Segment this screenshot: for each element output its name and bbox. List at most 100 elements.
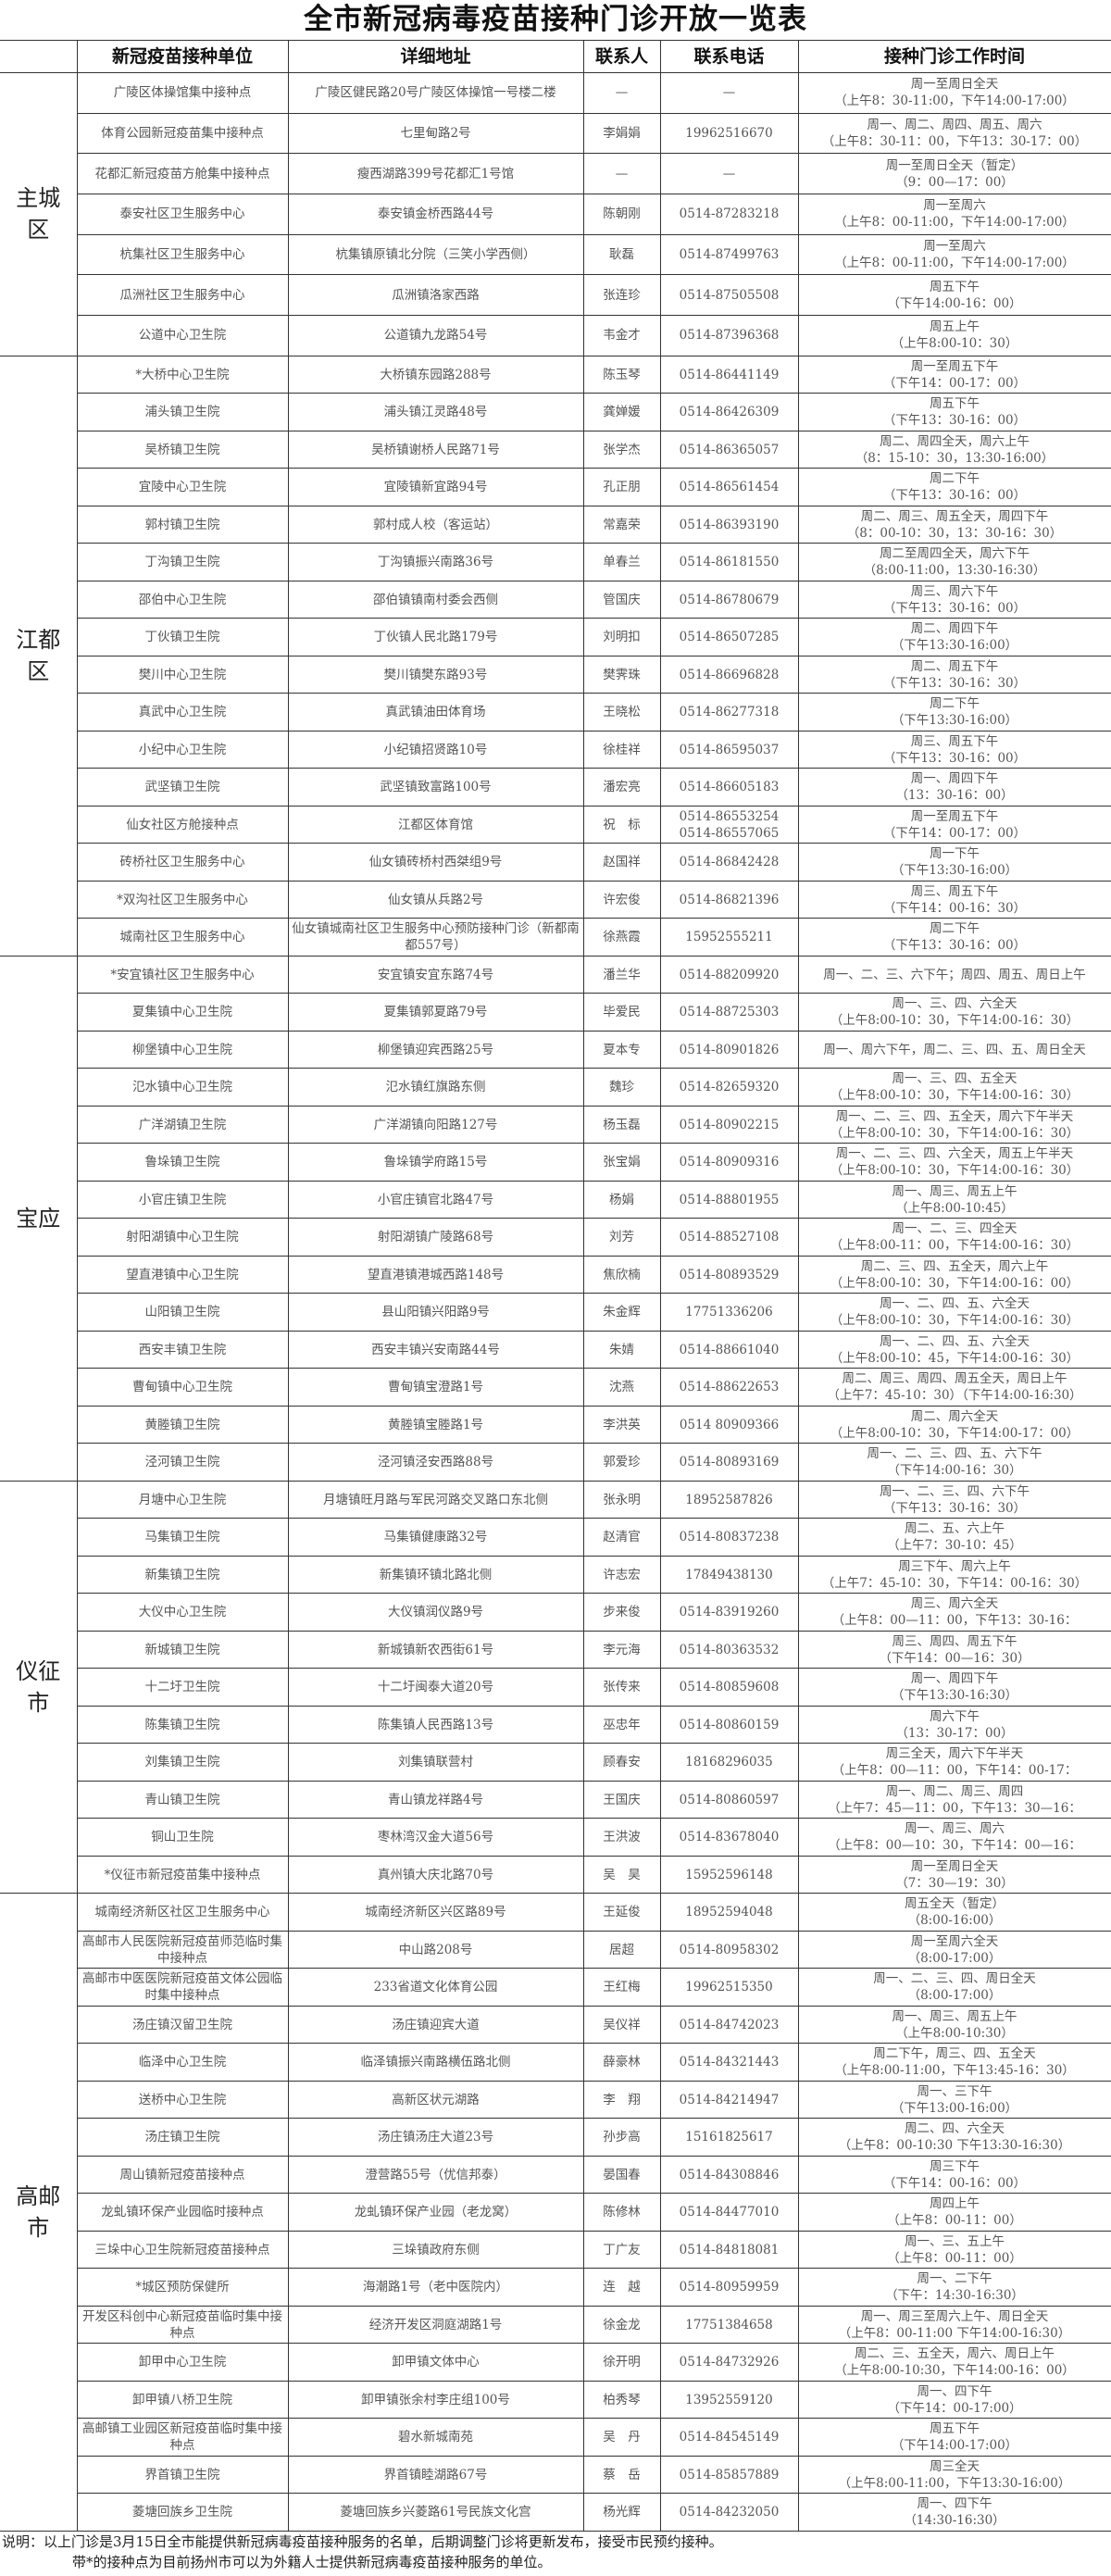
- unit-name: 界首镇卫生院: [144, 2467, 220, 2482]
- unit-name-cell: 夏集镇中心卫生院: [76, 993, 289, 1032]
- address-cell: 江都区体育馆: [287, 805, 584, 844]
- unit-name-cell: 武坚镇卫生院: [76, 768, 289, 807]
- table-row: 山阳镇卫生院 县山阳镇兴阳路9号 朱金辉 17751336206 周一、二、四、五、六全…: [0, 1293, 1111, 1332]
- schedule-cell: 周五下午 （下午13：30-16：00）: [797, 393, 1111, 431]
- phone-cell: 0514-87499763: [659, 233, 799, 276]
- contact-cell: 陈修林: [582, 2193, 661, 2232]
- contact-cell: 张学杰: [582, 430, 661, 469]
- schedule-cell: 周一、周二、周四、周五、周六 （上午8：30-11：00，下午13：30-17：0…: [797, 112, 1111, 155]
- contact-cell: 单春兰: [582, 543, 661, 581]
- phone-cell: 0514-86181550: [659, 543, 799, 581]
- unit-name: 花都汇新冠疫苗方舱集中接种点: [94, 166, 270, 181]
- address: 江都区体育馆: [398, 817, 473, 832]
- phone-number: 0514-80860597: [679, 1792, 780, 1807]
- address-cell: 十二圩闽泰大道20号: [287, 1668, 584, 1707]
- contact-cell: 徐燕霞: [582, 918, 661, 957]
- contact-cell: 赵国祥: [582, 843, 661, 882]
- table-row: 泰安社区卫生服务中心 泰安镇金桥西路44号 陈朝刚 0514-87283218 周一至周…: [0, 194, 1111, 235]
- phone-cell: 18168296035: [659, 1743, 799, 1782]
- schedule-line: 周三、周四、周五下午: [892, 1633, 1017, 1649]
- contact-person: 许志宏: [603, 1567, 641, 1582]
- contact-cell: 朱金辉: [582, 1293, 661, 1332]
- contact-person: 吴 昊: [603, 1867, 641, 1882]
- phone-number: 0514-80859608: [679, 1680, 780, 1695]
- address: 汤庄镇汤庄大道23号: [377, 2130, 494, 2145]
- unit-name-cell: 送桥中心卫生院: [76, 2080, 289, 2120]
- schedule-line: （8：15-10：30，13:30-16:00）: [855, 450, 1055, 466]
- table-row: 送桥中心卫生院 高新区状元湖路 李 翔 0514-84214947 周一、三下午 （下午1…: [0, 2080, 1111, 2120]
- schedule-line: （7：30—19：30）: [895, 1875, 1014, 1891]
- address: 青山镇龙祥路4号: [387, 1792, 484, 1807]
- schedule-cell: 周二下午 （下午13：30-16：00）: [797, 918, 1111, 957]
- schedule-cell: 周一、二、三、四、周日全天 （8:00-17:00）: [797, 1968, 1111, 2007]
- schedule-cell: 周二、五、六上午 （上午7：30-10：45）: [797, 1518, 1111, 1557]
- schedule-line: （14:30-16:30）: [904, 2513, 1005, 2529]
- unit-name: 望直港镇中心卫生院: [126, 1267, 239, 1282]
- phone-cell: 19962516670: [659, 112, 799, 155]
- address: 卸甲镇张余村李庄组100号: [361, 2392, 510, 2407]
- schedule-line: 周一、三、四、五全天: [892, 1071, 1017, 1087]
- phone-number: 17751336206: [685, 1305, 773, 1320]
- address: 仙女镇砖桥村西桀组9号: [368, 855, 503, 870]
- unit-name-cell: 体育公园新冠疫苗集中接种点: [76, 112, 289, 155]
- schedule-line: （上午8:00-10:30）: [895, 2025, 1014, 2041]
- table-row: 开发区科创中心新冠疫苗临时集中接种点 经济开发区洞庭湖路1号 徐金龙 17751384…: [0, 2305, 1111, 2345]
- schedule-line: （8:00-16:00）: [907, 1913, 1002, 1929]
- address-cell: 卸甲镇张余村李庄组100号: [287, 2380, 584, 2420]
- table-row: 曹甸镇中心卫生院 曹甸镇宝澄路1号 沈燕 0514-88622653 周二、周三、周四、…: [0, 1368, 1111, 1407]
- schedule-line: （下午13:00-16:00）: [891, 2100, 1018, 2116]
- contact-person: 龚婵媛: [603, 405, 641, 420]
- schedule-cell: 周三、周四、周五下午 （下午14：00—16：30）: [797, 1630, 1111, 1669]
- address-cell: 瘦西湖路399号花都汇1号馆: [287, 153, 584, 195]
- address: 真州镇大庆北路70号: [377, 1867, 494, 1882]
- phone-number: 0514-80893169: [679, 1455, 780, 1470]
- schedule-cell: 周一、二、三、四、六下午 （下午13：30-16：30）: [797, 1480, 1111, 1519]
- contact-cell: 徐金龙: [582, 2305, 661, 2345]
- schedule-line: 周四上午: [930, 2196, 980, 2212]
- unit-name-cell: 西安丰镇卫生院: [76, 1330, 289, 1369]
- contact-cell: 朱婧: [582, 1330, 661, 1369]
- unit-name-cell: 菱塘回族乡卫生院: [76, 2493, 289, 2532]
- phone-cell: 0514-88527108: [659, 1218, 799, 1257]
- address: 浦头镇江灵路48号: [383, 405, 488, 420]
- phone-number: 0514-80959959: [679, 2280, 780, 2295]
- phone-number: 0514-85857889: [679, 2467, 780, 2482]
- schedule-line: 周一至周日全天: [910, 77, 999, 93]
- unit-name: 卸甲中心卫生院: [138, 2355, 227, 2370]
- contact-cell: 刘芳: [582, 1218, 661, 1257]
- table-row: 小官庄镇卫生院 小官庄镇官北路47号 杨娟 0514-88801955 周一、周三、周五…: [0, 1180, 1111, 1219]
- contact-person: 王晓松: [603, 705, 641, 720]
- contact-person: 李娟娟: [603, 126, 641, 142]
- table-row: 氾水镇中心卫生院 氾水镇红旗路东侧 魏珍 0514-82659320 周一、三、四、五全…: [0, 1068, 1111, 1107]
- contact-cell: 张永明: [582, 1480, 661, 1519]
- contact-person: 耿磊: [609, 247, 634, 263]
- column-header-contact: 联系人: [582, 40, 661, 73]
- schedule-line: （下午14:00-16：30）: [887, 1463, 1022, 1479]
- table-row: 菱塘回族乡卫生院 菱塘回族乡兴菱路61号民族文化宫 杨光辉 0514-84232050…: [0, 2493, 1111, 2532]
- address: 高新区状元湖路: [392, 2092, 480, 2107]
- table-row: 黄塍镇卫生院 黄塍镇宝塍路1号 李洪英 0514 80909366 周二、周六全天 （上午…: [0, 1405, 1111, 1444]
- address-cell: 广陵区健民路20号广陵区体操馆一号楼二楼: [287, 72, 584, 114]
- region-label: 江都区: [0, 355, 78, 957]
- contact-person: 朱婧: [609, 1342, 634, 1357]
- phone-number: 18952587826: [685, 1492, 773, 1507]
- phone-cell: 17751336206: [659, 1293, 799, 1332]
- address-cell: 广洋湖镇向阳路127号: [287, 1105, 584, 1144]
- unit-name: 开发区科创中心新冠疫苗临时集中接种点: [82, 2308, 282, 2341]
- phone-number: 0514-83919260: [679, 1605, 780, 1620]
- phone-cell: 17751384658: [659, 2305, 799, 2345]
- schedule-line: （上午8:00-10：30，下午14:00-16：30）: [830, 1163, 1080, 1179]
- address-cell: 临泽镇振兴南路横伍路北侧: [287, 2043, 584, 2082]
- unit-name-cell: 新集镇卫生院: [76, 1555, 289, 1594]
- address-cell: 黄塍镇宝塍路1号: [287, 1405, 584, 1444]
- schedule-line: （下午13:30-16:00）: [891, 713, 1018, 729]
- unit-name-cell: 汤庄镇汉留卫生院: [76, 2005, 289, 2045]
- schedule-line: 周二下午: [930, 471, 980, 487]
- phone-number: 13952559120: [685, 2392, 773, 2407]
- schedule-cell: 周二、周三、周五全天，周四下午 （8：00-10：30，13：30-16：30）: [797, 505, 1111, 544]
- unit-name: 广陵区体操馆集中接种点: [113, 85, 252, 101]
- schedule-cell: 周一、周六下午，周二、三、四、五、周日全天: [797, 1030, 1111, 1069]
- contact-person: 管国庆: [603, 592, 641, 607]
- contact-cell: 徐桂祥: [582, 730, 661, 769]
- address-cell: 城南经济新区兴区路89号: [287, 1893, 584, 1932]
